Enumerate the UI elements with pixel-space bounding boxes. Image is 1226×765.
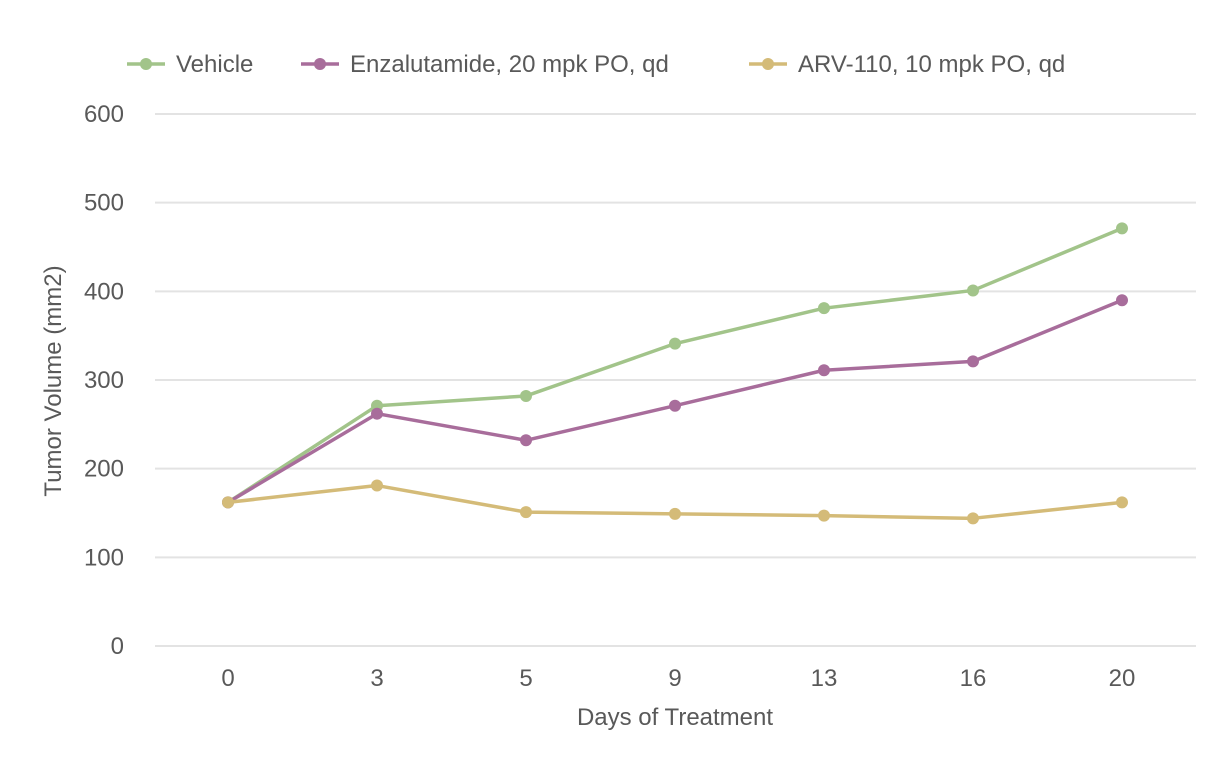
legend: Vehicle Enzalutamide, 20 mpk PO, qd ARV-11… bbox=[127, 51, 1065, 78]
data-point bbox=[520, 506, 532, 519]
x-axis-ticks: 0 3 5 9 13 16 20 bbox=[221, 665, 1135, 692]
data-point bbox=[669, 337, 681, 350]
data-point bbox=[967, 284, 979, 297]
data-point bbox=[818, 302, 830, 315]
data-point bbox=[967, 512, 979, 525]
data-point bbox=[1116, 496, 1128, 509]
y-tick-label: 200 bbox=[84, 456, 124, 483]
data-point bbox=[818, 509, 830, 522]
series-2 bbox=[222, 294, 1128, 509]
y-axis-ticks: 0 100 200 300 400 500 600 bbox=[84, 101, 124, 660]
y-tick-label: 0 bbox=[111, 633, 124, 660]
series-1 bbox=[222, 222, 1128, 509]
data-point bbox=[371, 479, 383, 492]
y-tick-label: 400 bbox=[84, 278, 124, 305]
data-point bbox=[1116, 294, 1128, 307]
x-tick-label: 13 bbox=[811, 665, 838, 692]
data-point bbox=[520, 389, 532, 402]
legend-swatch-marker bbox=[762, 58, 774, 70]
gridlines bbox=[155, 113, 1196, 647]
data-point bbox=[520, 434, 532, 447]
x-tick-label: 16 bbox=[960, 665, 987, 692]
legend-label: ARV-110, 10 mpk PO, qd bbox=[798, 51, 1065, 78]
data-point bbox=[371, 407, 383, 420]
series-lines bbox=[222, 222, 1128, 525]
y-tick-label: 300 bbox=[84, 367, 124, 394]
y-tick-label: 600 bbox=[84, 101, 124, 128]
x-tick-label: 3 bbox=[370, 665, 383, 692]
data-point bbox=[818, 364, 830, 377]
data-point bbox=[669, 507, 681, 520]
y-axis-title: Tumor Volume (mm2) bbox=[40, 265, 67, 496]
legend-swatch-marker bbox=[140, 58, 152, 70]
legend-label: Enzalutamide, 20 mpk PO, qd bbox=[350, 51, 669, 78]
data-point bbox=[967, 355, 979, 368]
legend-item: ARV-110, 10 mpk PO, qd bbox=[749, 51, 1065, 78]
legend-swatch-marker bbox=[314, 58, 326, 70]
x-tick-label: 0 bbox=[221, 665, 234, 692]
x-tick-label: 20 bbox=[1109, 665, 1136, 692]
legend-item: Vehicle bbox=[127, 51, 253, 78]
x-tick-label: 9 bbox=[668, 665, 681, 692]
legend-label: Vehicle bbox=[176, 51, 253, 78]
y-tick-label: 500 bbox=[84, 190, 124, 217]
series-3 bbox=[222, 479, 1128, 525]
series-line bbox=[226, 226, 1124, 505]
data-point bbox=[222, 496, 234, 509]
data-point bbox=[1116, 222, 1128, 235]
y-tick-label: 100 bbox=[84, 544, 124, 571]
x-tick-label: 5 bbox=[519, 665, 532, 692]
x-axis-title: Days of Treatment bbox=[577, 704, 773, 731]
data-point bbox=[669, 399, 681, 412]
legend-item: Enzalutamide, 20 mpk PO, qd bbox=[301, 51, 669, 78]
